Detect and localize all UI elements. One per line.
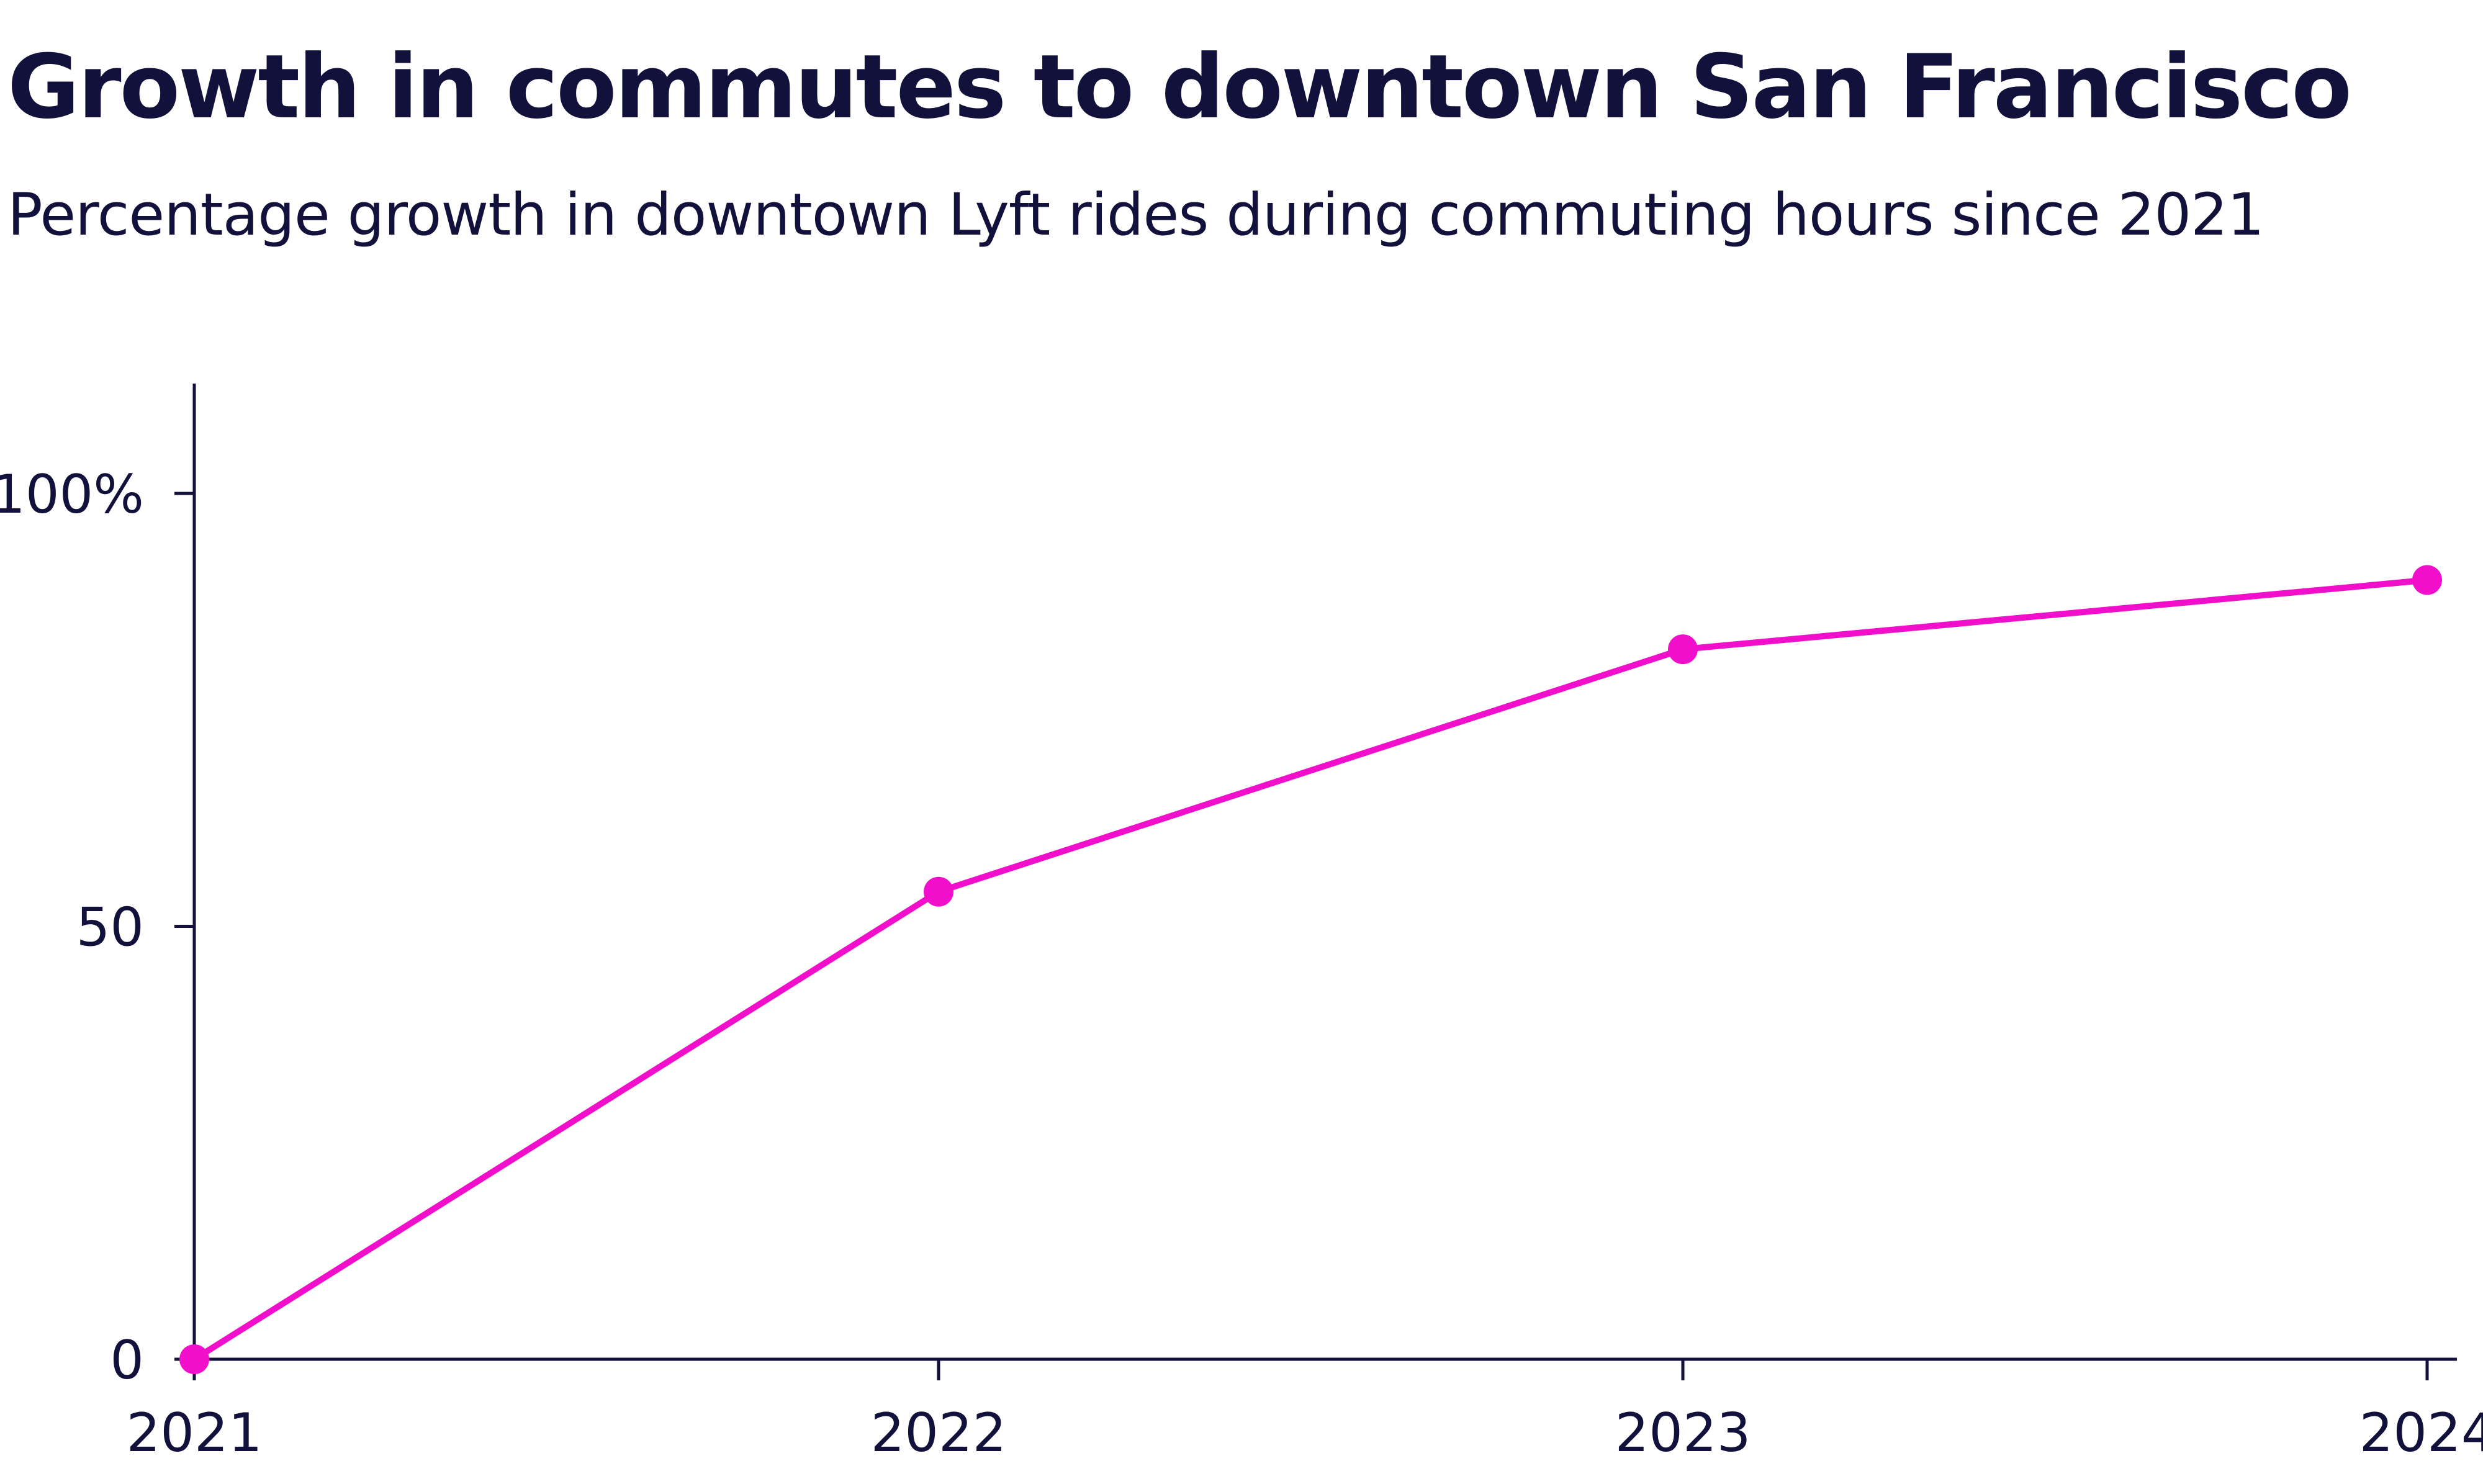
- x-tick-label: 2024: [2359, 1402, 2483, 1464]
- y-tick-label: 100%: [0, 464, 144, 526]
- x-tick-label: 2023: [1615, 1402, 1751, 1464]
- chart-title: Growth in commutes to downtown San Franc…: [7, 36, 2352, 138]
- y-ticks: 0 50 100%: [0, 464, 194, 1392]
- series-line: [191, 577, 2430, 1362]
- data-point: [1668, 634, 1698, 665]
- x-tick-label: 2021: [127, 1402, 263, 1464]
- y-tick-label: 0: [110, 1329, 144, 1392]
- y-tick-label: 50: [76, 897, 144, 959]
- data-point: [179, 1344, 209, 1374]
- x-ticks: 2021 2022 2023 2024: [127, 1359, 2483, 1464]
- data-point: [2412, 565, 2442, 595]
- chart-subtitle: Percentage growth in downtown Lyft rides…: [7, 181, 2264, 249]
- x-tick-label: 2022: [871, 1402, 1007, 1464]
- data-point: [924, 876, 953, 907]
- data-points: [179, 565, 2442, 1374]
